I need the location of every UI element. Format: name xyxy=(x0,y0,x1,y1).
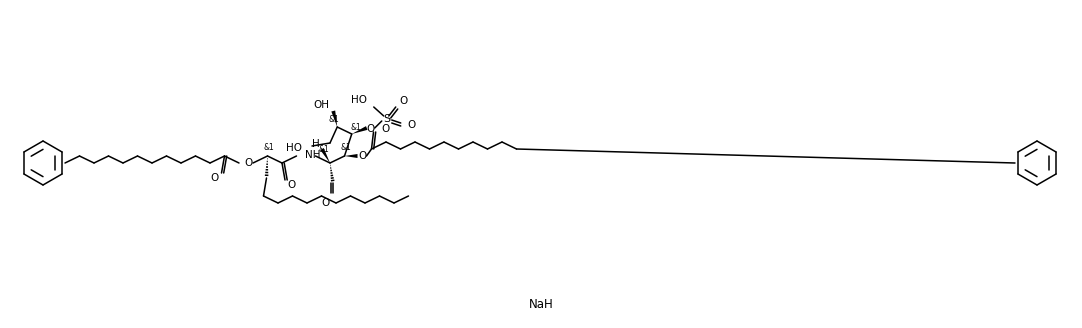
Text: O: O xyxy=(367,124,374,134)
Text: &1: &1 xyxy=(351,124,361,133)
Text: &1: &1 xyxy=(263,144,274,153)
Text: O: O xyxy=(408,120,415,130)
Text: O: O xyxy=(321,198,329,208)
Polygon shape xyxy=(352,126,368,134)
Text: &1: &1 xyxy=(318,145,329,154)
Polygon shape xyxy=(344,154,357,158)
Text: S: S xyxy=(383,114,391,124)
Text: &1: &1 xyxy=(340,144,351,153)
Polygon shape xyxy=(331,111,338,127)
Text: NH: NH xyxy=(305,150,321,160)
Text: H: H xyxy=(312,139,320,149)
Text: O: O xyxy=(245,158,252,168)
Text: O: O xyxy=(382,124,390,134)
Text: OH: OH xyxy=(314,100,329,110)
Polygon shape xyxy=(320,148,330,163)
Text: O: O xyxy=(210,173,219,183)
Text: HO: HO xyxy=(351,95,367,105)
Text: NaH: NaH xyxy=(529,298,553,312)
Text: O: O xyxy=(358,151,367,161)
Text: O: O xyxy=(288,180,296,190)
Text: O: O xyxy=(399,96,408,106)
Text: HO: HO xyxy=(286,143,302,153)
Text: &1: &1 xyxy=(329,115,340,125)
